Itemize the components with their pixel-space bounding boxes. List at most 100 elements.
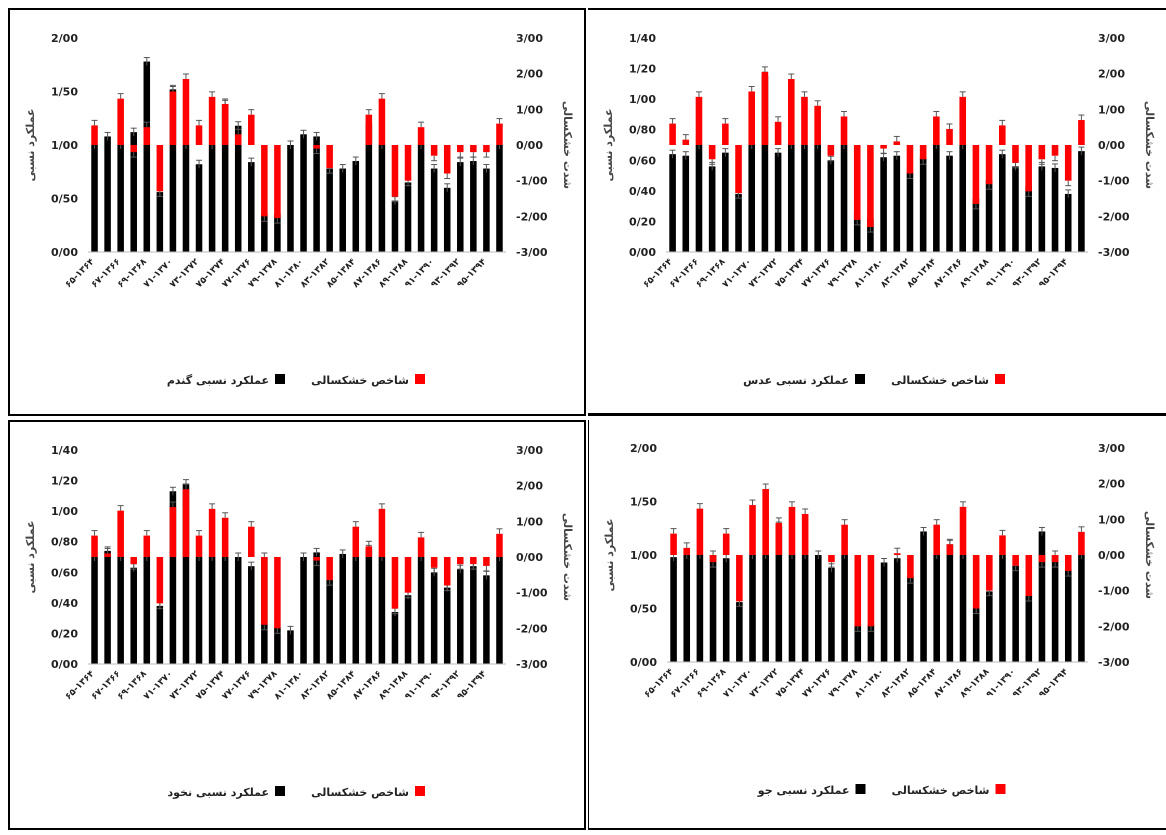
yield-bar bbox=[787, 145, 795, 252]
wheat-chart: 0/00 0/50 1/00 1/50 2/00 -3/00 -2/00 -1/00 0/00 1… bbox=[24, 32, 574, 387]
yield-bar bbox=[274, 213, 281, 252]
drought-bar bbox=[682, 139, 690, 145]
right-axis-label: شدت خشکسالی bbox=[1143, 511, 1156, 599]
yield-bar bbox=[221, 104, 229, 252]
lentil-chart: 0/00 0/20 0/40 0/60 0/80 1/00 1/20 1/40 -3/00 -2/… bbox=[602, 32, 1156, 387]
yield-bar bbox=[998, 154, 1006, 252]
yield-bar bbox=[788, 555, 796, 662]
yield-bar bbox=[248, 566, 255, 664]
drought-bar bbox=[417, 537, 425, 557]
left-axis-tick: 0/00 bbox=[629, 246, 656, 259]
yield-bar bbox=[417, 145, 425, 252]
yield-bar bbox=[933, 145, 940, 252]
drought-bar bbox=[669, 123, 676, 145]
drought-bar bbox=[986, 555, 993, 591]
yield-bar bbox=[470, 161, 477, 252]
legend-label-yield: عملکرد نسبی نخود bbox=[168, 786, 269, 799]
drought-bar bbox=[801, 513, 809, 555]
chart-panel-chickpea: 0/00 0/20 0/40 0/60 0/80 1/00 1/20 1/40 -3/00 -2/… bbox=[8, 420, 586, 830]
drought-bar bbox=[391, 557, 399, 609]
yield-bar bbox=[867, 624, 875, 662]
yield-bar bbox=[775, 526, 783, 662]
drought-bar bbox=[1012, 555, 1019, 566]
drought-bar bbox=[774, 121, 782, 145]
drought-bar bbox=[1064, 555, 1072, 572]
right-axis-tick: -3/00 bbox=[516, 658, 548, 671]
left-axis-tick: 1/20 bbox=[51, 475, 78, 488]
yield-bar bbox=[417, 557, 425, 664]
right-axis-tick: -1/00 bbox=[1098, 175, 1130, 188]
drought-bar bbox=[919, 145, 927, 160]
drought-bar bbox=[972, 555, 980, 609]
yield-bar bbox=[104, 136, 111, 252]
right-axis-tick: -2/00 bbox=[1098, 620, 1130, 633]
yield-bar bbox=[300, 134, 307, 252]
yield-bar bbox=[156, 605, 164, 664]
drought-bar bbox=[404, 557, 412, 593]
yield-bar bbox=[985, 180, 993, 252]
yield-bar bbox=[999, 555, 1006, 662]
drought-bar bbox=[274, 557, 281, 629]
drought-bar bbox=[182, 489, 190, 557]
drought-bar bbox=[365, 114, 373, 145]
right-axis-tick: 1/00 bbox=[1098, 103, 1125, 116]
drought-bar bbox=[854, 555, 862, 627]
drought-bar bbox=[156, 145, 164, 192]
yield-bar bbox=[893, 155, 901, 252]
yield-bar bbox=[1038, 531, 1046, 662]
drought-bar bbox=[933, 524, 940, 555]
yield-bar bbox=[762, 555, 769, 662]
left-axis-tick: 0/40 bbox=[629, 185, 656, 198]
drought-bar bbox=[828, 555, 835, 563]
drought-bar bbox=[1051, 145, 1059, 156]
drought-bar bbox=[998, 125, 1006, 145]
drought-bar bbox=[853, 145, 861, 220]
drought-bar bbox=[457, 557, 464, 565]
yield-bar bbox=[287, 630, 294, 664]
yield-bar bbox=[670, 557, 677, 662]
yield-bar bbox=[774, 152, 782, 252]
right-axis-tick: 3/00 bbox=[516, 32, 543, 45]
yield-bar bbox=[274, 627, 281, 664]
yield-bar bbox=[404, 595, 412, 664]
drought-bar bbox=[91, 125, 98, 145]
yield-bar bbox=[339, 553, 346, 664]
drought-bar bbox=[208, 96, 216, 145]
right-axis-tick: 0/00 bbox=[1098, 139, 1125, 152]
drought-bar bbox=[143, 127, 151, 145]
yield-bar bbox=[261, 213, 268, 252]
yield-bar bbox=[801, 145, 808, 252]
legend-swatch-yield bbox=[275, 786, 285, 796]
x-axis-category-label: ۹۵-۱۳۹۴ bbox=[456, 669, 489, 702]
right-axis-tick: -1/00 bbox=[516, 587, 548, 600]
legend-swatch-yield bbox=[855, 374, 865, 384]
yield-bar bbox=[365, 549, 373, 664]
x-axis-category-label: ۹۵-۱۳۹۴ bbox=[456, 257, 489, 290]
left-axis-tick: 1/00 bbox=[51, 505, 78, 518]
drought-bar bbox=[156, 557, 164, 604]
yield-bar bbox=[959, 555, 967, 662]
yield-bar bbox=[496, 557, 503, 664]
left-axis-label: عملکرد نسبی bbox=[24, 108, 37, 181]
yield-bar bbox=[117, 557, 124, 664]
left-axis-tick: 0/20 bbox=[629, 215, 656, 228]
yield-bar bbox=[853, 213, 861, 252]
drought-bar bbox=[496, 533, 503, 557]
yield-bar bbox=[430, 168, 438, 252]
yield-bar bbox=[169, 491, 177, 664]
drought-bar bbox=[130, 557, 137, 565]
legend-swatch-drought bbox=[995, 784, 1006, 794]
drought-bar bbox=[1078, 531, 1085, 555]
left-axis-label: عملکرد نسبی bbox=[602, 108, 615, 181]
yield-bar bbox=[117, 145, 124, 252]
right-axis-tick: 3/00 bbox=[1098, 32, 1125, 45]
drought-bar bbox=[378, 98, 386, 145]
drought-bar bbox=[867, 555, 875, 627]
right-axis-tick: 2/00 bbox=[1098, 68, 1125, 81]
left-axis-tick: 1/40 bbox=[629, 32, 656, 45]
legend-label-yield: عملکرد نسبی جو bbox=[757, 784, 850, 797]
right-axis-tick: 3/00 bbox=[516, 444, 543, 457]
right-axis-label: شدت خشکسالی bbox=[561, 101, 574, 189]
drought-bar bbox=[248, 114, 255, 145]
yield-bar bbox=[814, 145, 821, 252]
